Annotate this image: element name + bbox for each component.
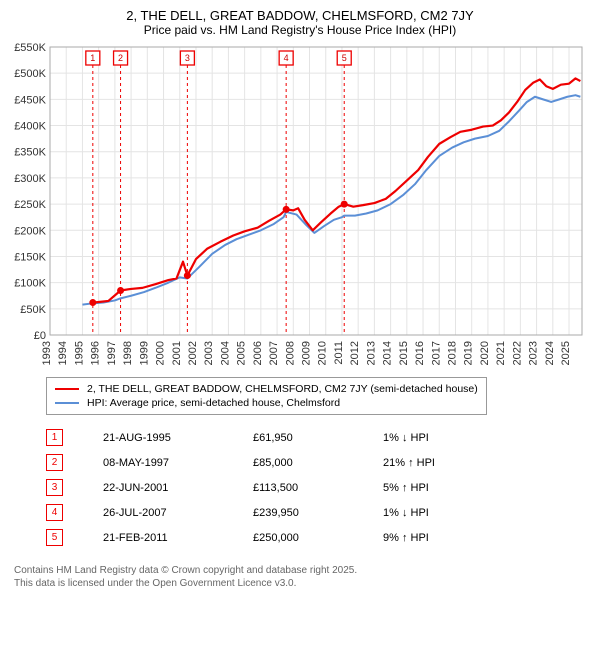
svg-text:2018: 2018 bbox=[446, 341, 458, 365]
sale-price: £113,500 bbox=[253, 482, 383, 494]
svg-text:2025: 2025 bbox=[560, 341, 572, 365]
sale-date: 26-JUL-2007 bbox=[103, 507, 253, 519]
sale-row: 5 21-FEB-2011£250,0009% ↑ HPI bbox=[46, 525, 592, 550]
svg-text:2009: 2009 bbox=[301, 341, 313, 365]
svg-text:£50K: £50K bbox=[20, 304, 46, 316]
svg-text:£200K: £200K bbox=[14, 225, 46, 237]
sale-pct: 5% ↑ HPI bbox=[383, 482, 463, 494]
svg-text:2023: 2023 bbox=[528, 341, 540, 365]
svg-text:2007: 2007 bbox=[268, 341, 280, 365]
svg-text:3: 3 bbox=[185, 53, 190, 63]
svg-text:2008: 2008 bbox=[284, 341, 296, 365]
svg-text:2024: 2024 bbox=[544, 341, 556, 365]
sale-date: 08-MAY-1997 bbox=[103, 457, 253, 469]
svg-text:1: 1 bbox=[90, 53, 95, 63]
legend-label: HPI: Average price, semi-detached house,… bbox=[87, 397, 340, 409]
line-chart: £0 £50K £100K £150K £200K £250K £300K £350K £400… bbox=[8, 41, 592, 371]
svg-text:£550K: £550K bbox=[14, 42, 46, 54]
legend-label: 2, THE DELL, GREAT BADDOW, CHELMSFORD, C… bbox=[87, 383, 478, 395]
svg-text:£500K: £500K bbox=[14, 68, 46, 80]
sale-marker: 5 bbox=[46, 529, 63, 546]
svg-text:2017: 2017 bbox=[430, 341, 442, 365]
svg-text:£0: £0 bbox=[34, 330, 46, 342]
svg-text:2003: 2003 bbox=[203, 341, 215, 365]
legend-item: 2, THE DELL, GREAT BADDOW, CHELMSFORD, C… bbox=[55, 382, 478, 396]
svg-text:2021: 2021 bbox=[495, 341, 507, 365]
svg-text:2001: 2001 bbox=[171, 341, 183, 365]
svg-text:£250K: £250K bbox=[14, 199, 46, 211]
svg-text:1996: 1996 bbox=[90, 341, 102, 365]
sale-row: 4 26-JUL-2007£239,9501% ↓ HPI bbox=[46, 500, 592, 525]
chart-title-line1: 2, THE DELL, GREAT BADDOW, CHELMSFORD, C… bbox=[8, 8, 592, 23]
svg-text:£300K: £300K bbox=[14, 173, 46, 185]
svg-text:2000: 2000 bbox=[155, 341, 167, 365]
sale-pct: 21% ↑ HPI bbox=[383, 457, 463, 469]
sale-marker: 3 bbox=[46, 479, 63, 496]
sale-row: 2 08-MAY-1997£85,00021% ↑ HPI bbox=[46, 450, 592, 475]
svg-text:£450K: £450K bbox=[14, 94, 46, 106]
svg-text:5: 5 bbox=[342, 53, 347, 63]
svg-text:2002: 2002 bbox=[187, 341, 199, 365]
chart-title-line2: Price paid vs. HM Land Registry's House … bbox=[8, 23, 592, 37]
footer-line1: Contains HM Land Registry data © Crown c… bbox=[14, 564, 592, 577]
sale-marker: 4 bbox=[46, 504, 63, 521]
sale-price: £250,000 bbox=[253, 532, 383, 544]
sale-price: £85,000 bbox=[253, 457, 383, 469]
svg-text:1998: 1998 bbox=[122, 341, 134, 365]
sale-date: 22-JUN-2001 bbox=[103, 482, 253, 494]
svg-text:1994: 1994 bbox=[57, 341, 69, 365]
svg-text:1993: 1993 bbox=[41, 341, 53, 365]
svg-text:2011: 2011 bbox=[333, 341, 345, 365]
svg-text:2004: 2004 bbox=[219, 341, 231, 365]
sale-pct: 1% ↓ HPI bbox=[383, 432, 463, 444]
svg-text:£350K: £350K bbox=[14, 147, 46, 159]
svg-text:2020: 2020 bbox=[479, 341, 491, 365]
svg-text:2019: 2019 bbox=[463, 341, 475, 365]
sale-pct: 9% ↑ HPI bbox=[383, 532, 463, 544]
sale-date: 21-FEB-2011 bbox=[103, 532, 253, 544]
svg-text:2006: 2006 bbox=[252, 341, 264, 365]
sale-marker: 2 bbox=[46, 454, 63, 471]
sale-date: 21-AUG-1995 bbox=[103, 432, 253, 444]
svg-text:4: 4 bbox=[284, 53, 289, 63]
legend-swatch bbox=[55, 388, 79, 390]
sale-price: £239,950 bbox=[253, 507, 383, 519]
sale-price: £61,950 bbox=[253, 432, 383, 444]
sale-row: 1 21-AUG-1995£61,9501% ↓ HPI bbox=[46, 425, 592, 450]
legend-swatch bbox=[55, 402, 79, 404]
svg-text:2022: 2022 bbox=[511, 341, 523, 365]
sale-pct: 1% ↓ HPI bbox=[383, 507, 463, 519]
legend: 2, THE DELL, GREAT BADDOW, CHELMSFORD, C… bbox=[46, 377, 487, 415]
svg-text:1997: 1997 bbox=[106, 341, 118, 365]
svg-text:£100K: £100K bbox=[14, 278, 46, 290]
footer-attribution: Contains HM Land Registry data © Crown c… bbox=[14, 564, 592, 590]
sale-row: 3 22-JUN-2001£113,5005% ↑ HPI bbox=[46, 475, 592, 500]
svg-text:2015: 2015 bbox=[398, 341, 410, 365]
svg-text:1995: 1995 bbox=[73, 341, 85, 365]
svg-text:2005: 2005 bbox=[236, 341, 248, 365]
legend-item: HPI: Average price, semi-detached house,… bbox=[55, 396, 478, 410]
svg-text:2010: 2010 bbox=[317, 341, 329, 365]
sales-table: 121-AUG-1995£61,9501% ↓ HPI208-MAY-1997£… bbox=[46, 425, 592, 550]
svg-text:2014: 2014 bbox=[382, 341, 394, 365]
svg-text:2016: 2016 bbox=[414, 341, 426, 365]
svg-text:2: 2 bbox=[118, 53, 123, 63]
svg-text:2012: 2012 bbox=[349, 341, 361, 365]
svg-text:2013: 2013 bbox=[365, 341, 377, 365]
svg-text:1999: 1999 bbox=[138, 341, 150, 365]
footer-line2: This data is licensed under the Open Gov… bbox=[14, 577, 592, 590]
svg-text:£400K: £400K bbox=[14, 121, 46, 133]
sale-marker: 1 bbox=[46, 429, 63, 446]
svg-text:£150K: £150K bbox=[14, 251, 46, 263]
